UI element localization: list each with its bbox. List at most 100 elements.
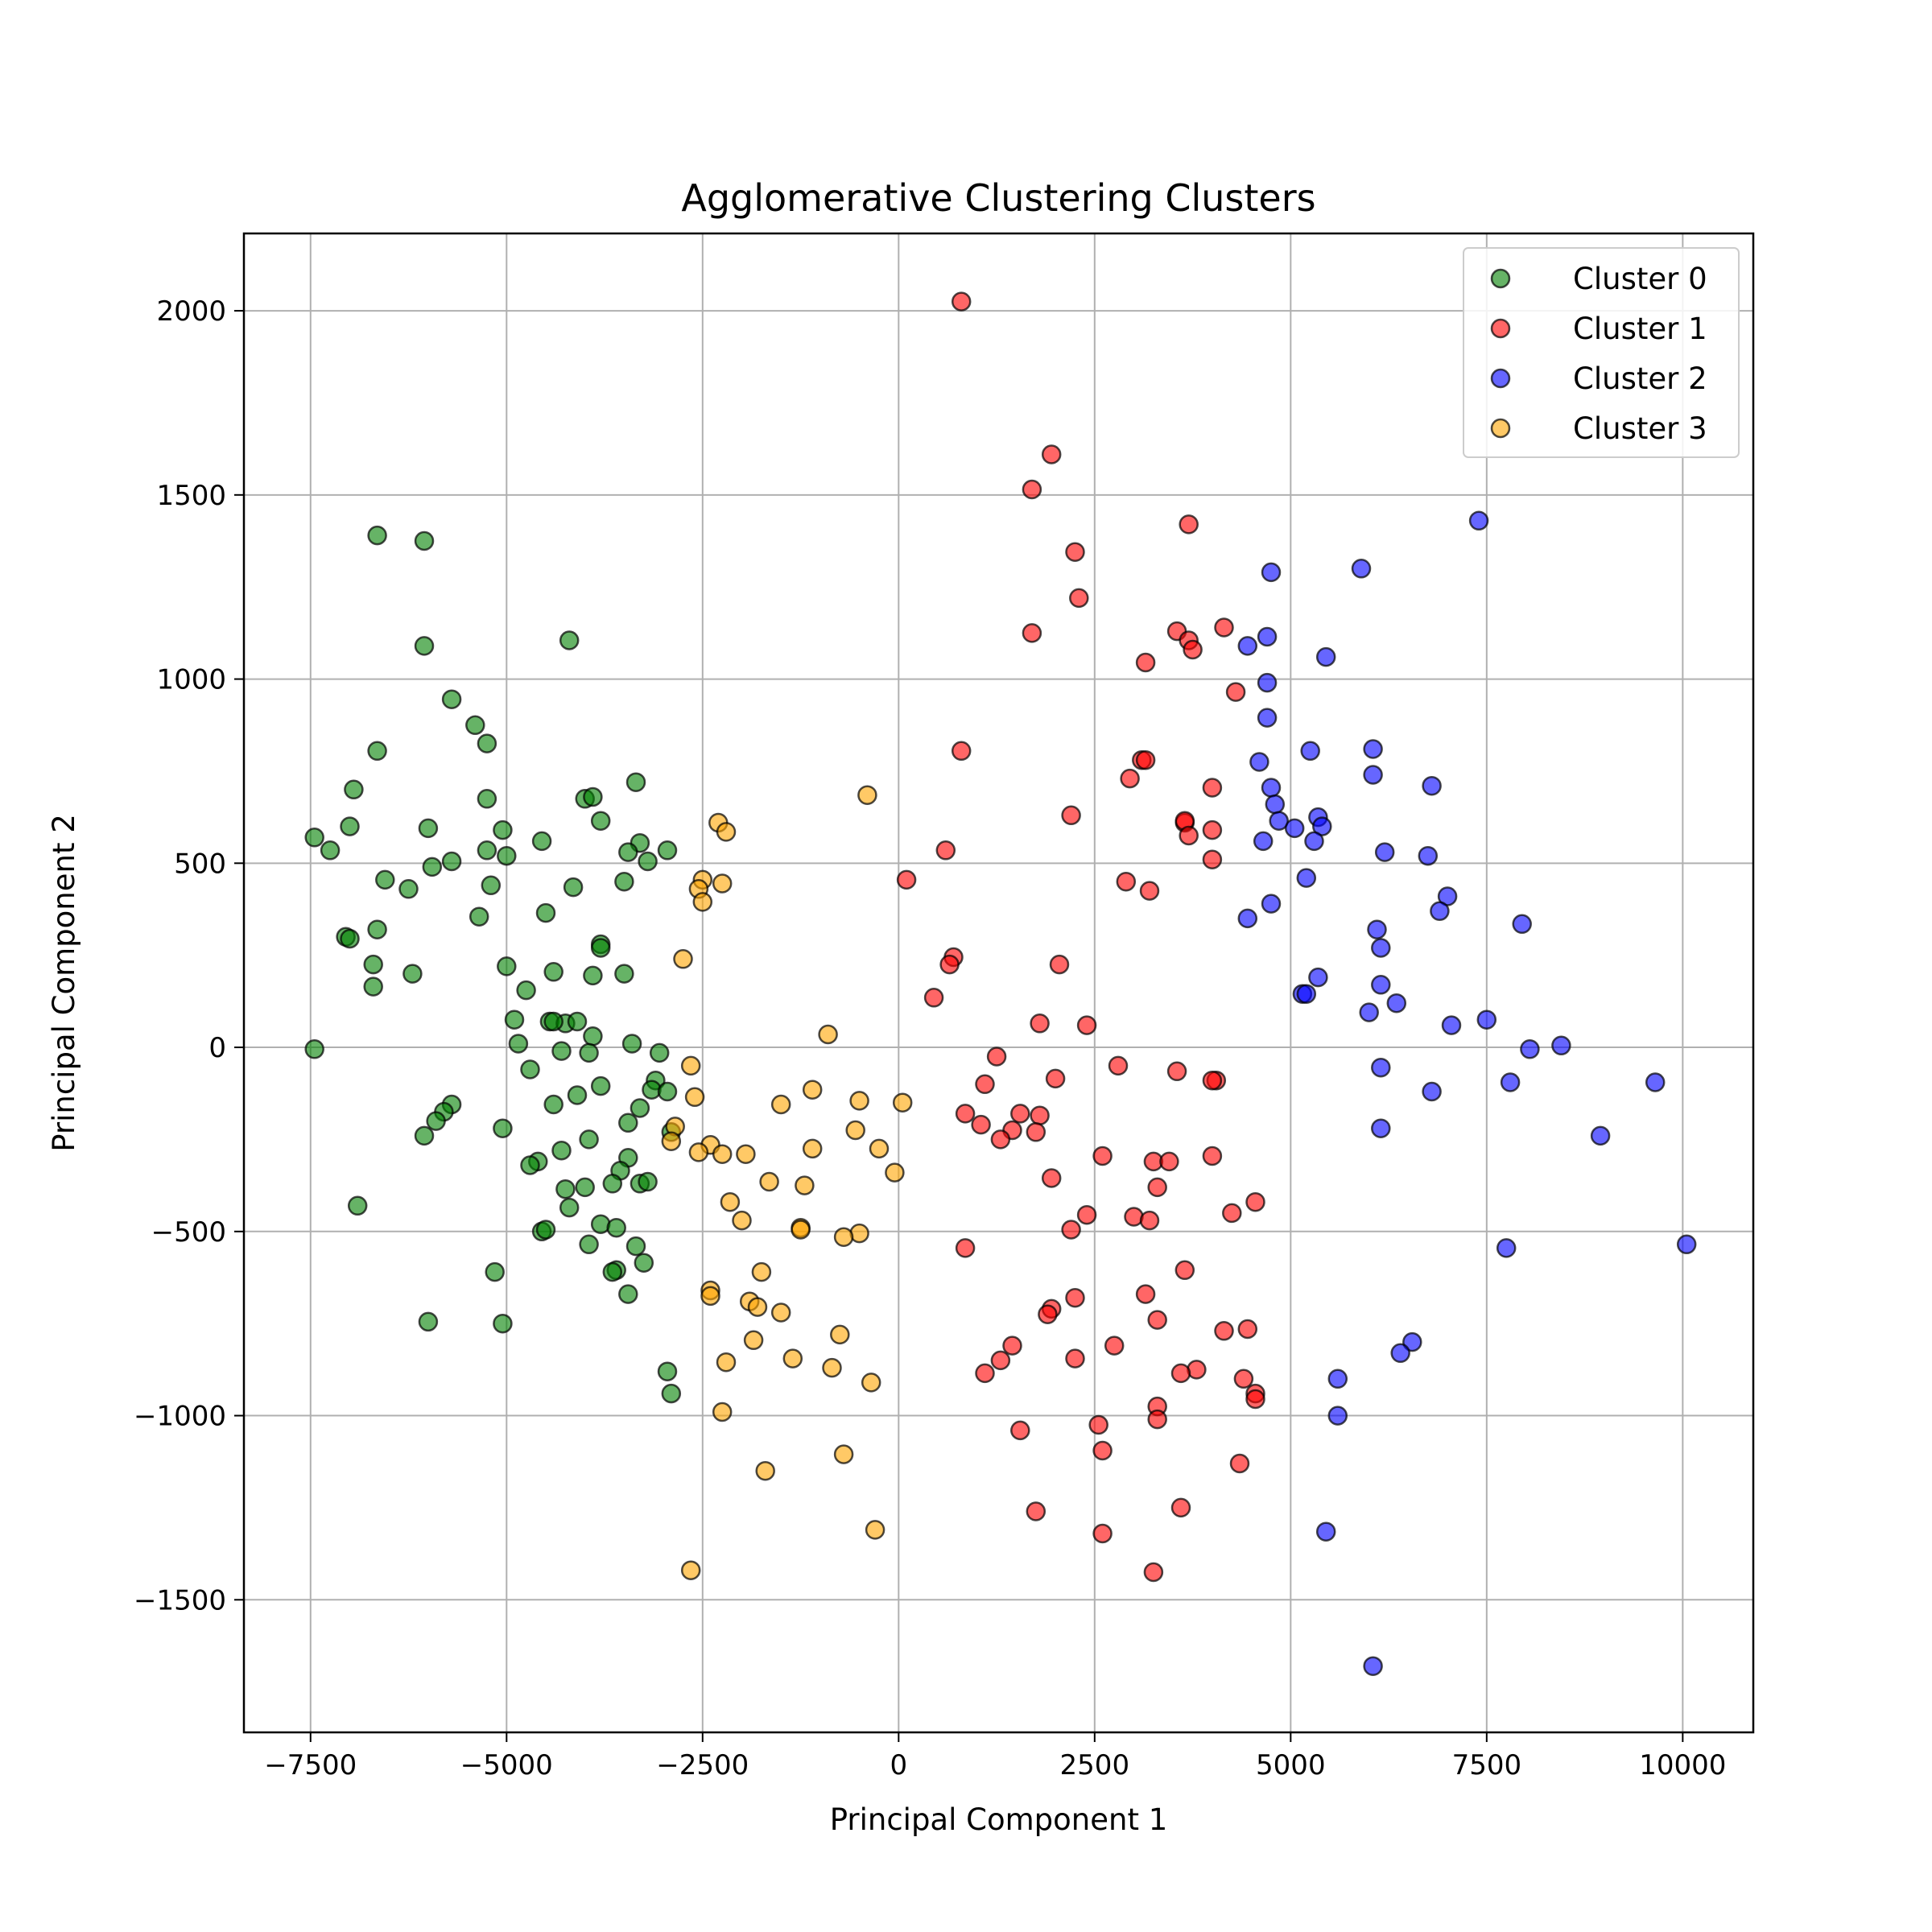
data-point-cluster-2	[1284, 818, 1305, 839]
data-point-cluster-2	[1300, 741, 1320, 762]
data-point-cluster-2	[1500, 1072, 1521, 1092]
data-point-cluster-0	[367, 741, 387, 762]
data-point-cluster-0	[551, 1140, 572, 1161]
data-point-cluster-0	[367, 919, 387, 939]
data-point-cluster-1	[1170, 1363, 1191, 1384]
data-point-cluster-0	[531, 831, 552, 852]
data-point-cluster-3	[759, 1171, 779, 1192]
data-point-cluster-3	[700, 1286, 720, 1307]
data-point-cluster-0	[520, 1155, 540, 1175]
data-point-cluster-1	[990, 1350, 1011, 1371]
data-point-cluster-0	[567, 1011, 588, 1032]
data-point-cluster-1	[1166, 1061, 1187, 1082]
data-point-cluster-2	[1512, 914, 1532, 935]
data-point-cluster-3	[732, 1210, 752, 1231]
x-tick-label: −5000	[460, 1749, 553, 1781]
data-point-cluster-3	[770, 1302, 791, 1323]
data-point-cluster-0	[304, 1039, 324, 1059]
data-point-cluster-0	[516, 980, 536, 1001]
data-point-cluster-1	[1229, 1453, 1250, 1474]
data-point-cluster-0	[477, 733, 497, 753]
data-point-cluster-1	[1041, 444, 1062, 464]
data-point-cluster-3	[716, 822, 737, 842]
data-point-cluster-2	[1371, 938, 1391, 958]
data-point-cluster-2	[1269, 811, 1289, 831]
y-tick-label: 500	[174, 848, 226, 880]
data-point-cluster-1	[1061, 805, 1081, 826]
data-point-cluster-1	[951, 291, 972, 312]
data-point-cluster-3	[680, 1560, 701, 1580]
data-point-cluster-1	[1026, 1501, 1046, 1521]
data-point-cluster-0	[422, 857, 443, 877]
data-point-cluster-2	[1551, 1035, 1571, 1056]
data-point-cluster-0	[367, 525, 387, 546]
data-point-cluster-1	[1147, 1310, 1167, 1330]
data-point-cluster-1	[1143, 1562, 1164, 1583]
data-point-cluster-1	[986, 1046, 1007, 1067]
x-axis-label: Principal Component 1	[830, 1802, 1168, 1837]
data-point-cluster-0	[481, 875, 502, 896]
data-point-cluster-1	[1030, 1013, 1050, 1034]
data-point-cluster-0	[344, 779, 364, 800]
data-point-cluster-1	[1225, 682, 1246, 702]
data-point-cluster-0	[583, 965, 603, 986]
data-point-cluster-0	[625, 772, 646, 792]
plot-frame	[242, 232, 1755, 1734]
data-point-cluster-1	[1045, 1068, 1066, 1089]
data-point-cluster-1	[1183, 639, 1203, 660]
data-point-cluster-1	[1116, 871, 1137, 892]
data-point-cluster-0	[575, 1177, 595, 1198]
data-point-cluster-2	[1265, 794, 1286, 815]
data-point-cluster-3	[885, 1162, 905, 1183]
data-point-cluster-3	[802, 1080, 823, 1100]
data-point-cluster-1	[1159, 1151, 1179, 1172]
data-point-cluster-3	[822, 1357, 842, 1378]
data-point-cluster-0	[363, 954, 383, 975]
data-point-cluster-3	[845, 1120, 865, 1141]
data-point-cluster-3	[861, 1373, 881, 1393]
x-tick-label: −7500	[264, 1749, 357, 1781]
data-point-cluster-1	[1214, 1321, 1234, 1341]
data-point-cluster-1	[971, 1114, 991, 1135]
data-point-cluster-3	[684, 1087, 705, 1108]
data-point-cluster-0	[551, 1041, 572, 1061]
data-point-cluster-2	[1496, 1238, 1517, 1258]
y-tick-label: −1500	[134, 1584, 226, 1616]
data-point-cluster-1	[935, 840, 956, 861]
data-point-cluster-0	[543, 962, 564, 982]
x-tick-label: 2500	[1060, 1749, 1130, 1781]
data-point-cluster-3	[791, 1220, 811, 1240]
data-point-cluster-2	[1363, 1656, 1383, 1676]
chart-title: Agglomerative Clustering Clusters	[681, 176, 1315, 220]
data-point-cluster-1	[1002, 1335, 1022, 1356]
data-point-cluster-0	[559, 630, 580, 650]
data-point-cluster-2	[1261, 778, 1282, 798]
data-point-cluster-0	[602, 1261, 623, 1282]
data-point-cluster-3	[736, 1144, 756, 1164]
data-point-cluster-0	[602, 1174, 623, 1194]
data-point-cluster-1	[1061, 1220, 1081, 1240]
data-point-cluster-0	[414, 636, 435, 656]
legend-label: Cluster 3	[1573, 411, 1707, 446]
data-point-cluster-0	[402, 964, 423, 984]
data-point-cluster-3	[720, 1191, 741, 1212]
data-point-cluster-0	[418, 1311, 439, 1332]
data-point-cluster-0	[590, 811, 611, 831]
data-point-cluster-2	[1327, 1406, 1348, 1426]
data-point-cluster-3	[661, 1131, 682, 1151]
data-point-cluster-1	[1170, 1497, 1191, 1518]
data-point-cluster-1	[1202, 778, 1223, 798]
data-point-cluster-1	[1202, 1146, 1223, 1166]
data-point-cluster-0	[630, 1098, 650, 1118]
data-point-cluster-1	[1104, 1335, 1125, 1356]
data-point-cluster-2	[1249, 752, 1269, 772]
data-point-cluster-0	[649, 1042, 670, 1063]
data-point-cluster-0	[347, 1195, 368, 1216]
data-point-cluster-1	[990, 1129, 1011, 1150]
data-point-cluster-1	[955, 1104, 976, 1124]
data-point-cluster-2	[1476, 1009, 1497, 1030]
data-point-cluster-0	[497, 845, 517, 866]
data-point-cluster-1	[1179, 825, 1199, 846]
data-point-cluster-1	[1202, 1070, 1223, 1091]
data-point-cluster-2	[1315, 1521, 1336, 1542]
